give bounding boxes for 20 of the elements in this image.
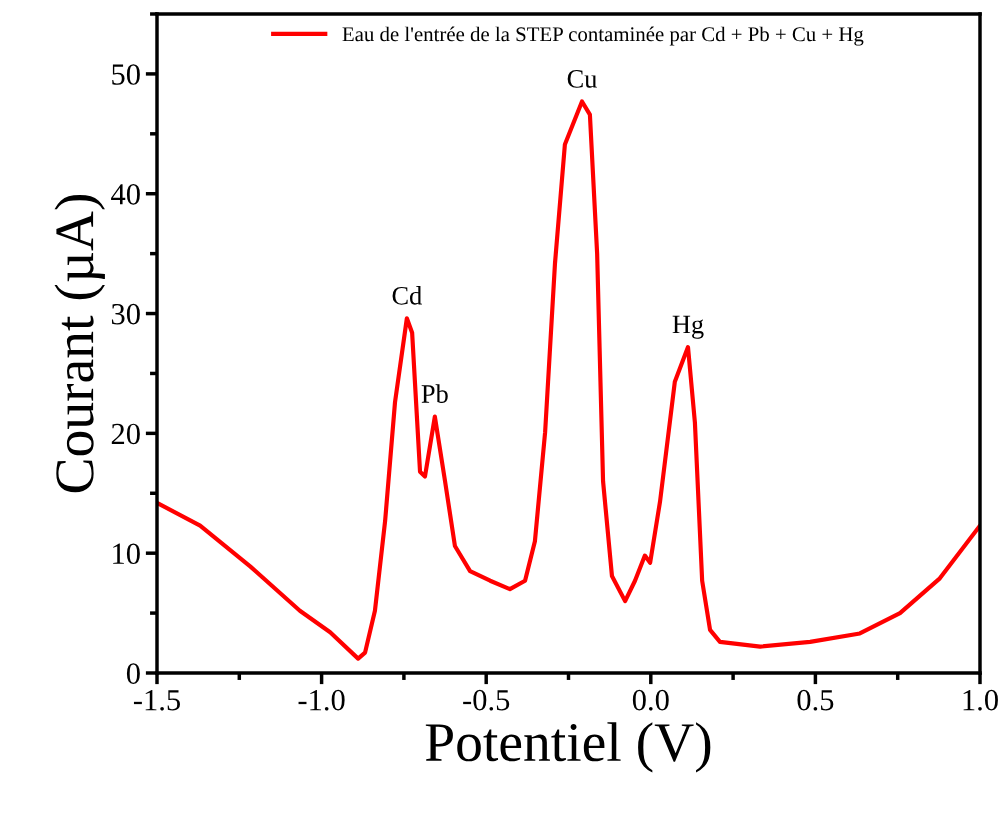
y-tick-label: 0	[126, 663, 140, 684]
annotation: Hg	[672, 315, 704, 339]
y-tick-label: 50	[112, 64, 140, 85]
annotation: Cu	[567, 70, 597, 88]
x-tick-label: -0.5	[463, 689, 510, 711]
x-tick-label: -1.5	[133, 690, 180, 711]
x-tick-label: 0.5	[797, 689, 834, 711]
y-tick-label: 40	[111, 184, 140, 205]
annotation: Pb	[421, 384, 448, 403]
x-tick-label: 0.0	[632, 689, 669, 711]
x-tick-label: 1.0	[963, 689, 998, 711]
y-tick-label: 20	[111, 423, 140, 445]
x-tick-label: -1.0	[298, 689, 345, 711]
y-axis-title: Courant (µA)	[54, 194, 105, 493]
annotation: Cd	[392, 286, 422, 305]
y-tick-label: 30	[111, 303, 140, 325]
x-axis-title: Potentiel (V)	[425, 722, 711, 773]
y-tick-label: 10	[113, 543, 140, 565]
legend-label: Eau de l'entrée de la STEP contaminée par Cd + Pb + Cu + Hg	[342, 26, 864, 46]
line-series	[157, 99, 980, 661]
